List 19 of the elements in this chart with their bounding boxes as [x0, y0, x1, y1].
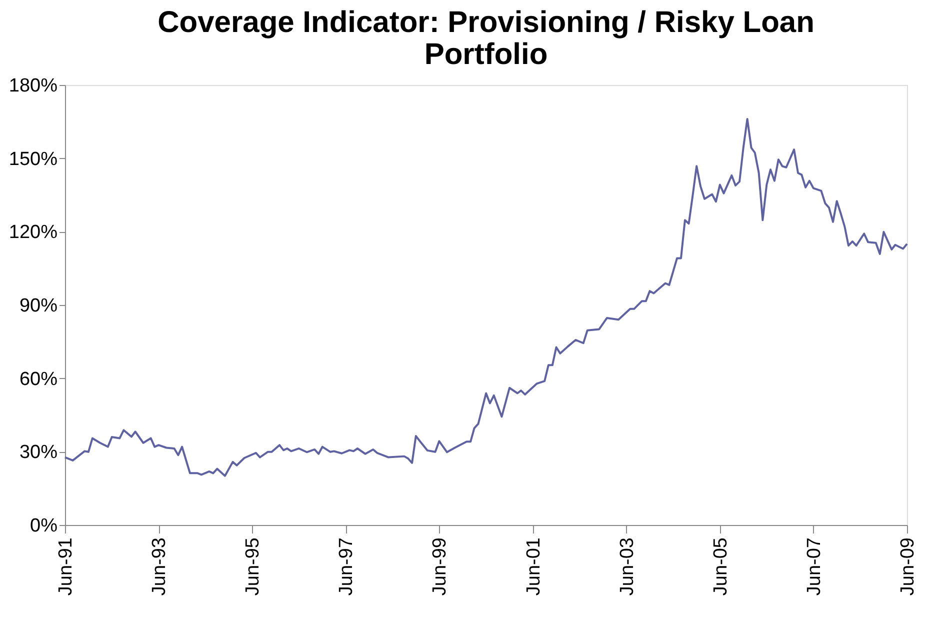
x-tick-label: Jun-95	[242, 538, 264, 596]
y-tick-label: 90%	[19, 296, 58, 316]
x-tick-label: Jun-99	[430, 538, 451, 596]
y-tick-label: 180%	[8, 76, 58, 96]
x-tick-label: Jun-01	[523, 538, 544, 596]
y-tick-label: 30%	[19, 442, 58, 464]
x-tick-label: Jun-97	[336, 538, 358, 596]
x-tick-label: Jun-93	[149, 538, 170, 596]
x-tick-label: Jun-03	[616, 538, 638, 596]
line-series	[64, 118, 908, 477]
chart-title: Coverage Indicator: Provisioning / Risky Loan Portfolio	[158, 6, 814, 71]
x-tick-label: Jun-05	[710, 538, 732, 596]
x-tick-label: Jun-91	[56, 538, 76, 596]
x-tick-label: Jun-07	[804, 538, 825, 596]
y-tick-label: 60%	[19, 368, 58, 390]
y-tick-label: 0%	[30, 516, 58, 536]
y-tick-label: 120%	[8, 222, 58, 244]
y-tick-label: 150%	[8, 148, 58, 170]
x-tick-label: Jun-09	[898, 538, 918, 596]
